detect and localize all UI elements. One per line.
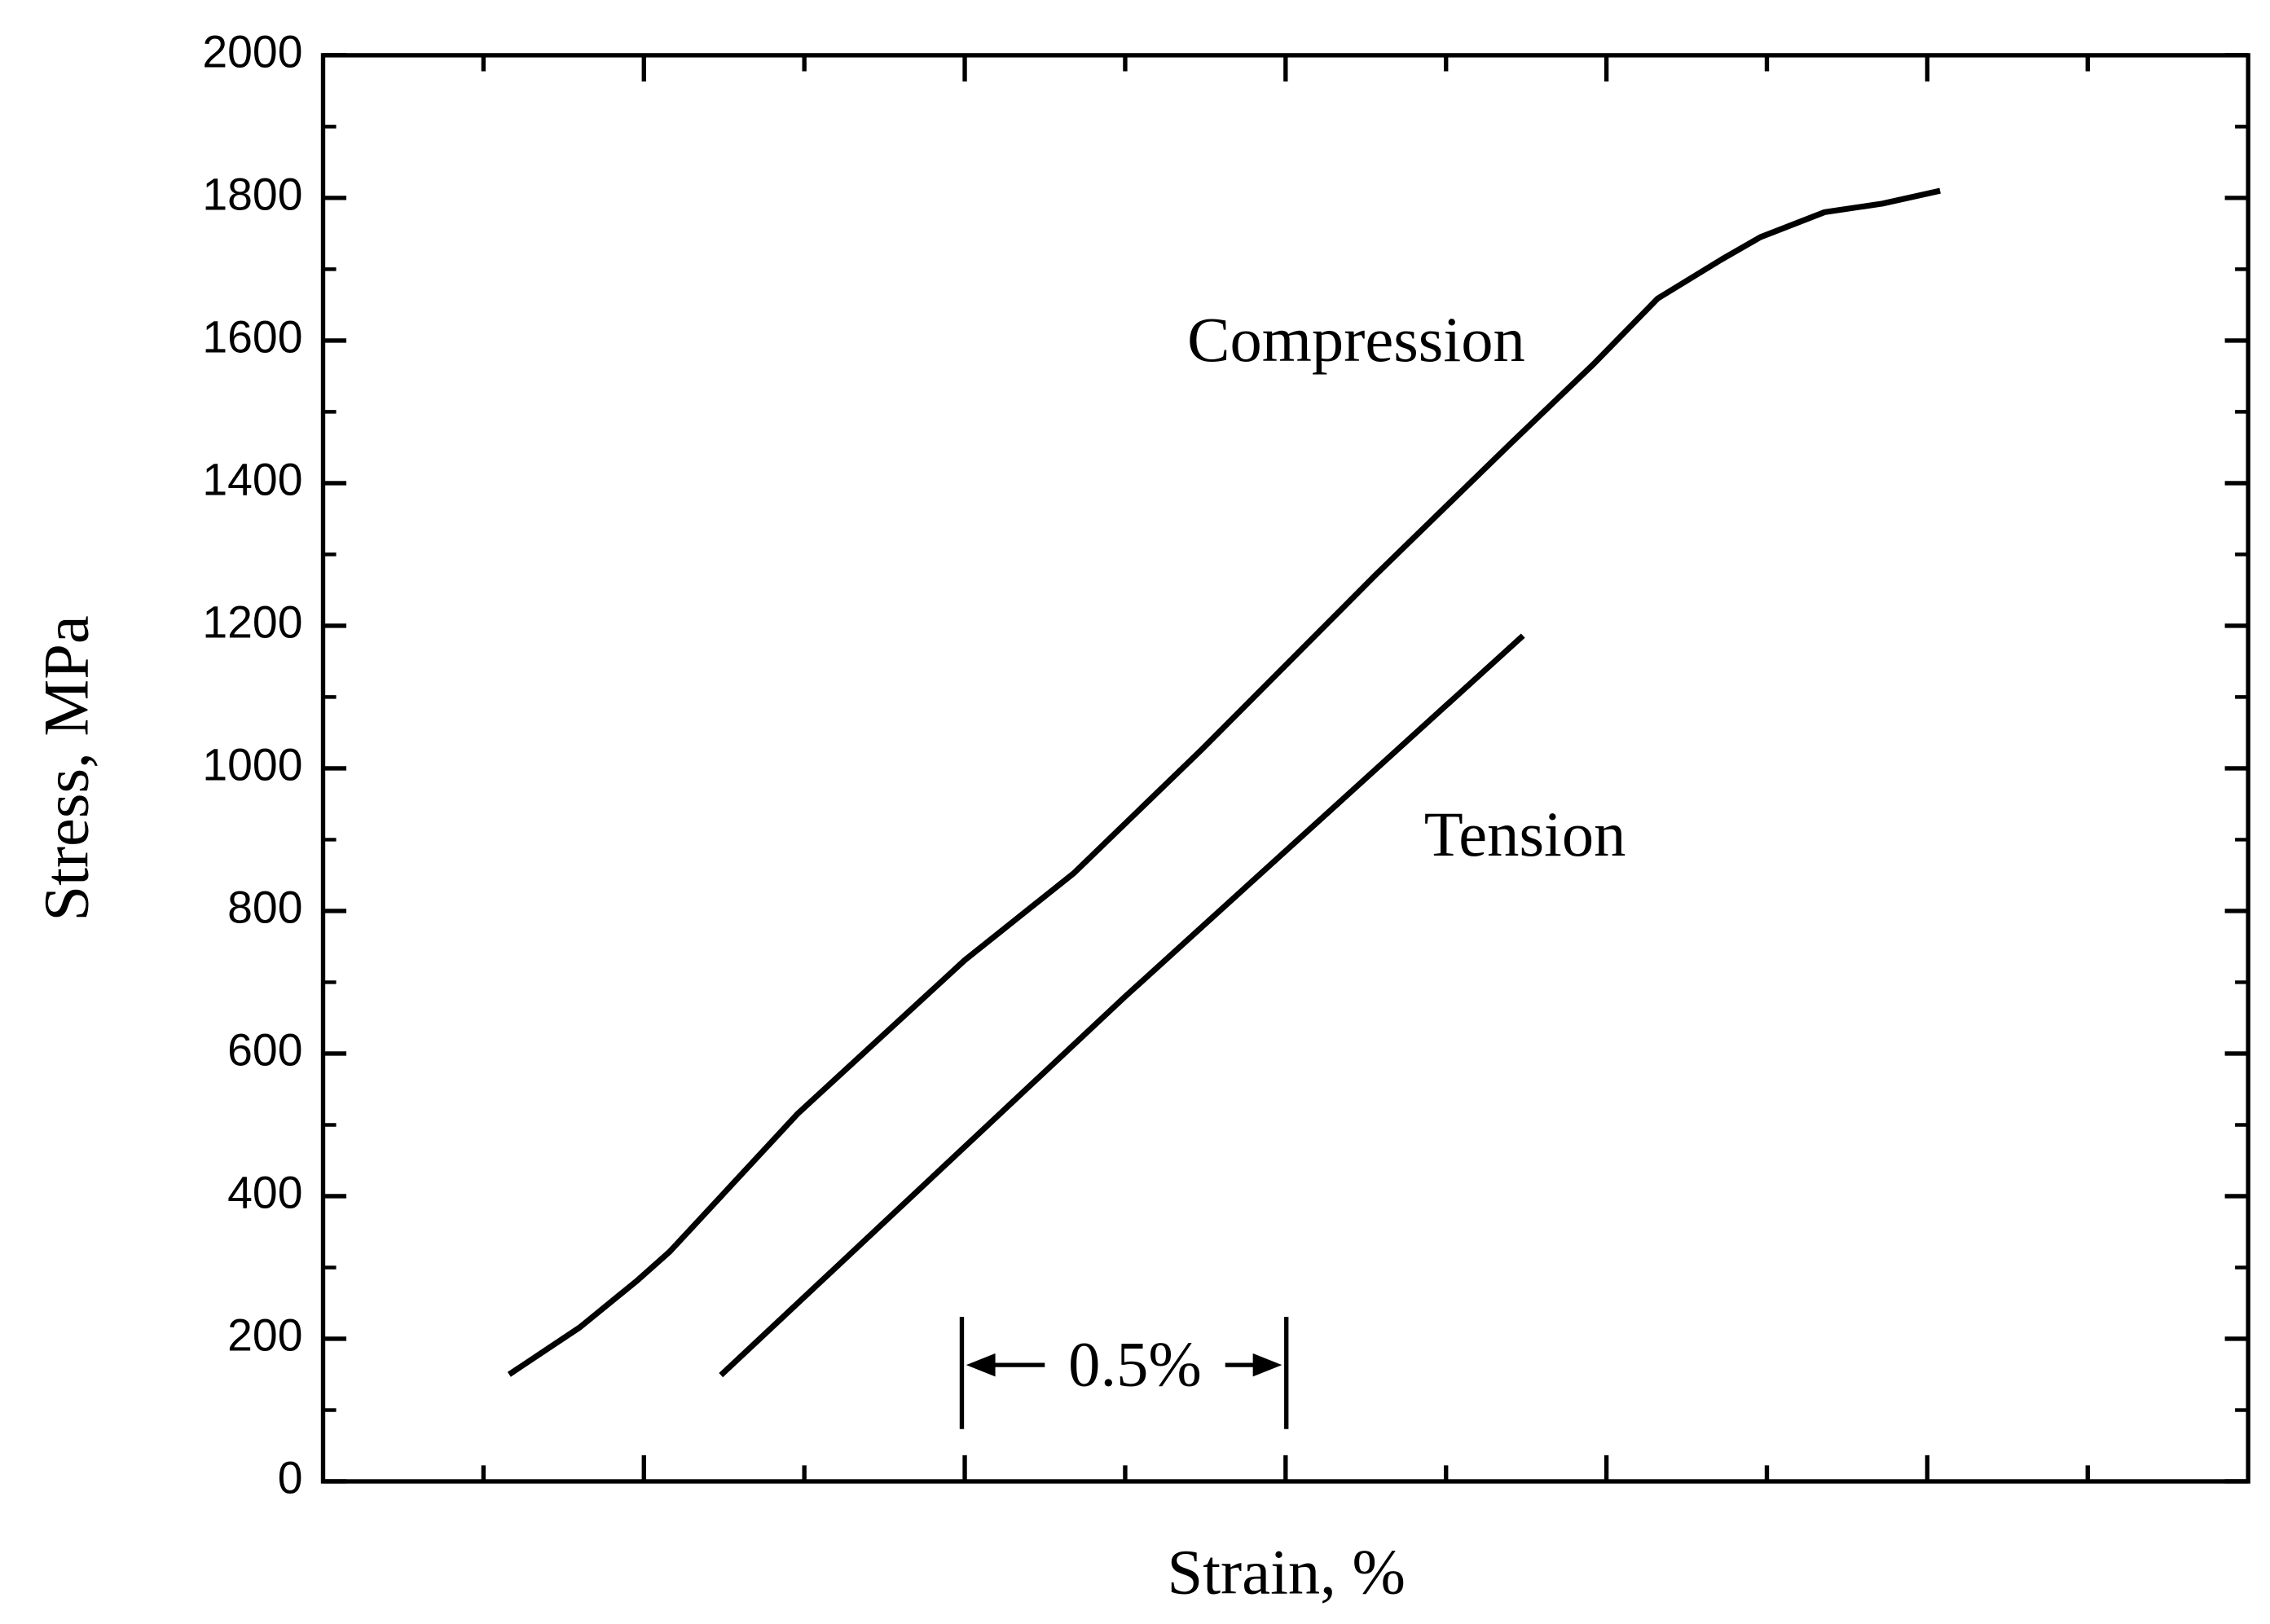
y-axis-label: Stress, MPa: [30, 615, 101, 921]
annotation: 0.5%: [1068, 1328, 1202, 1399]
y-tick-label: 600: [227, 1025, 302, 1076]
y-tick-label: 1200: [202, 597, 302, 648]
annotation-bracket: [959, 1317, 1289, 1429]
y-tick-label: 400: [227, 1168, 302, 1218]
y-tick-label: 1800: [202, 169, 302, 219]
plot-frame: [320, 53, 2250, 1484]
y-tick-label: 800: [227, 882, 302, 933]
y-tick-label: 1000: [202, 740, 302, 790]
y-tick-label: 0: [278, 1453, 303, 1503]
series-label: Compression: [1187, 304, 1525, 375]
x-axis-label: Strain, %: [1168, 1537, 1406, 1608]
series-line: [507, 187, 1941, 1377]
series-label: Tension: [1424, 799, 1626, 869]
series-line: [719, 633, 1525, 1378]
arrow-head: [966, 1353, 996, 1377]
y-tick-label: 2000: [202, 26, 302, 77]
y-tick-label: 1400: [202, 455, 302, 505]
y-tick-label: 1600: [202, 312, 302, 363]
y-tick-label: 200: [227, 1310, 302, 1361]
arrow-head: [1252, 1353, 1282, 1377]
